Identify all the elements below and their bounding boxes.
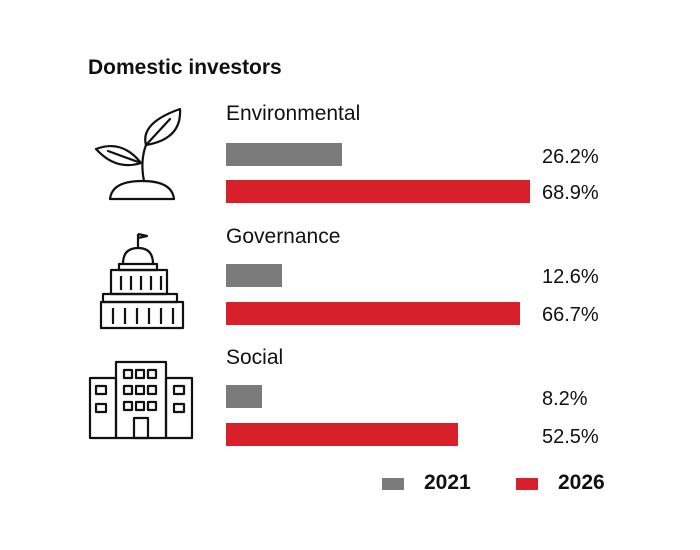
value-label-2026-environmental: 68.9% bbox=[542, 182, 599, 204]
legend-label-2021: 2021 bbox=[424, 471, 471, 494]
bar-2026-social bbox=[226, 423, 458, 446]
bar-2026-environmental bbox=[226, 180, 530, 203]
bar-2021-environmental bbox=[226, 143, 342, 166]
bar-2021-governance bbox=[226, 264, 282, 287]
value-label-2026-social: 52.5% bbox=[542, 426, 599, 448]
plant-icon bbox=[94, 107, 182, 201]
legend-swatch-2021 bbox=[382, 478, 404, 490]
value-label-2021-social: 8.2% bbox=[542, 388, 588, 410]
category-label-social: Social bbox=[226, 346, 284, 369]
bar-2026-governance bbox=[226, 302, 520, 325]
value-label-2021-environmental: 26.2% bbox=[542, 146, 599, 168]
value-label-2026-governance: 66.7% bbox=[542, 304, 599, 326]
legend-swatch-2026 bbox=[516, 478, 538, 490]
category-label-governance: Governance bbox=[226, 225, 341, 248]
office-buildings-icon bbox=[88, 360, 194, 440]
bar-2021-social bbox=[226, 385, 262, 408]
category-label-environmental: Environmental bbox=[226, 102, 361, 125]
capitol-building-icon bbox=[99, 232, 185, 330]
legend-label-2026: 2026 bbox=[558, 471, 605, 494]
value-label-2021-governance: 12.6% bbox=[542, 266, 599, 288]
chart-title: Domestic investors bbox=[88, 56, 282, 79]
